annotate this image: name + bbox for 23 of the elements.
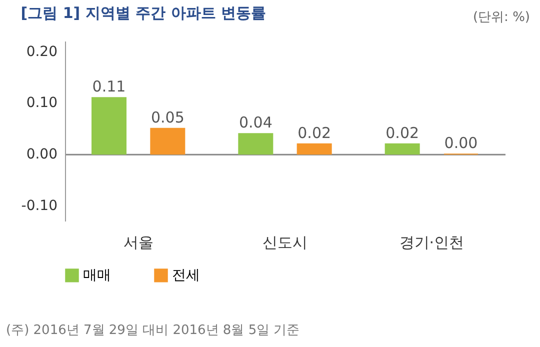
bar bbox=[238, 133, 274, 155]
bar bbox=[384, 143, 420, 155]
bar bbox=[150, 128, 186, 155]
x-tick-label: 서울 bbox=[123, 234, 154, 252]
data-label: 0.05 bbox=[150, 108, 184, 126]
data-label: 0.11 bbox=[92, 78, 126, 96]
x-tick-label: 경기·인천 bbox=[399, 234, 464, 252]
data-label: 0.02 bbox=[386, 124, 420, 142]
text: (주) 2016년 7월 29일 대비 2016년 8월 5일 기준 bbox=[6, 322, 300, 339]
data-label: 0.02 bbox=[298, 124, 332, 142]
legend-label: 전세 bbox=[172, 267, 200, 284]
chart-title: [그림 1] 지역별 주간 아파트 변동률 bbox=[20, 4, 266, 22]
bar bbox=[296, 143, 332, 155]
y-tick-label: 0.10 bbox=[26, 95, 58, 112]
bar bbox=[92, 97, 126, 155]
y-tick-label: 0.20 bbox=[26, 44, 58, 60]
legend-label: 매매 bbox=[83, 267, 111, 284]
data-label: 0.00 bbox=[444, 134, 478, 152]
data-label: 0.04 bbox=[238, 114, 272, 132]
y-tick-label: -0.10 bbox=[21, 198, 58, 214]
text: (단위: %) bbox=[472, 9, 530, 26]
y-tick-label: 0.00 bbox=[26, 146, 58, 163]
x-tick-label: 신도시 bbox=[262, 234, 308, 252]
